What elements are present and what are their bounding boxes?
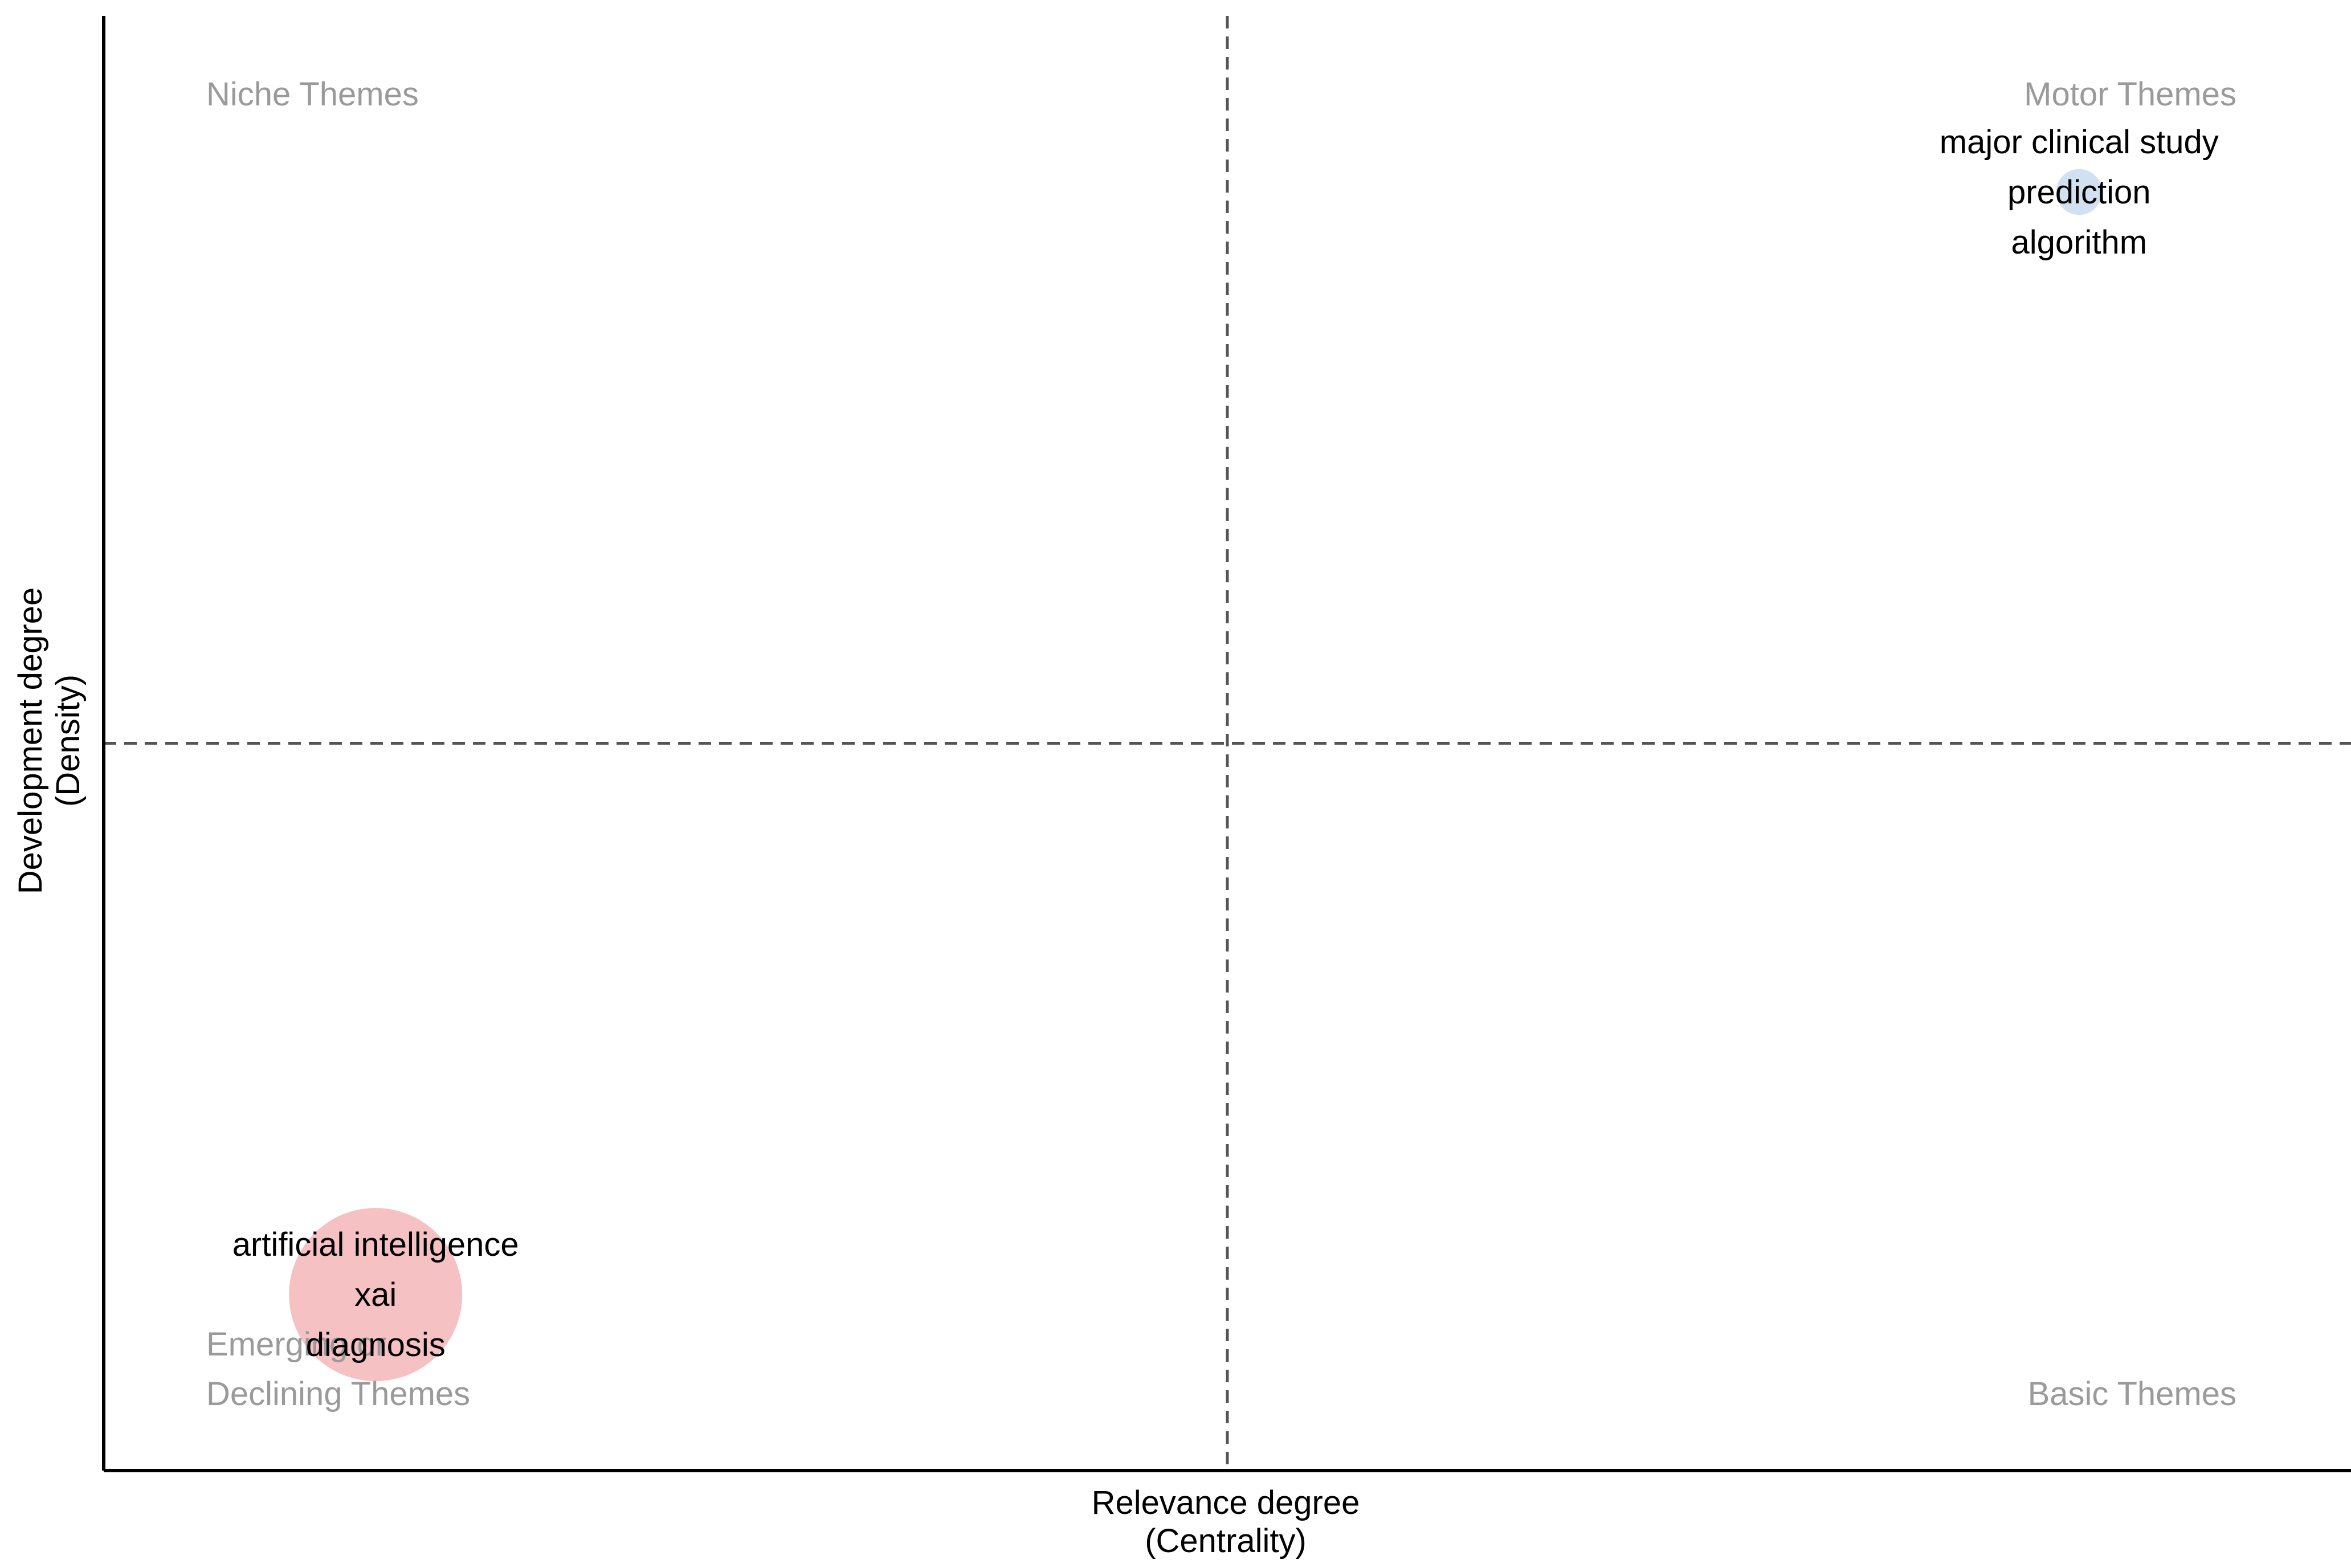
y-axis-title: Development degree (Density) xyxy=(12,587,87,894)
cluster-bubble-1 xyxy=(289,1208,463,1382)
x-axis-title-line1: Relevance degree xyxy=(1092,1484,1360,1521)
cluster-1-label: xai xyxy=(354,1276,397,1313)
quadrant-label-emerging-declining-line1: Emerging or xyxy=(206,1326,386,1363)
quadrant-label-emerging-declining-line2: Declining Themes xyxy=(206,1375,470,1412)
cluster-1-label: artificial intelligence xyxy=(232,1226,519,1263)
quadrant-label-basic: Basic Themes xyxy=(2028,1375,2236,1412)
quadrant-label-niche: Niche Themes xyxy=(206,76,419,113)
cluster-2-label: major clinical study xyxy=(1940,124,2219,161)
x-axis-title-line2: (Centrality) xyxy=(1145,1522,1307,1559)
quadrant-label-motor: Motor Themes xyxy=(2024,76,2236,113)
cluster-bubble-2 xyxy=(2056,169,2102,215)
cluster-2-label: algorithm xyxy=(2011,224,2148,261)
y-axis-title-line2: (Density) xyxy=(50,675,87,807)
cluster-bubbles xyxy=(289,169,2102,1382)
cluster-2-label: prediction xyxy=(2007,174,2150,211)
y-axis-title-line1: Development degree xyxy=(12,587,49,894)
cluster-1-label: diagnosis xyxy=(306,1326,446,1363)
cluster-labels: artificial intelligence xai diagnosis major… xyxy=(232,124,2219,1363)
